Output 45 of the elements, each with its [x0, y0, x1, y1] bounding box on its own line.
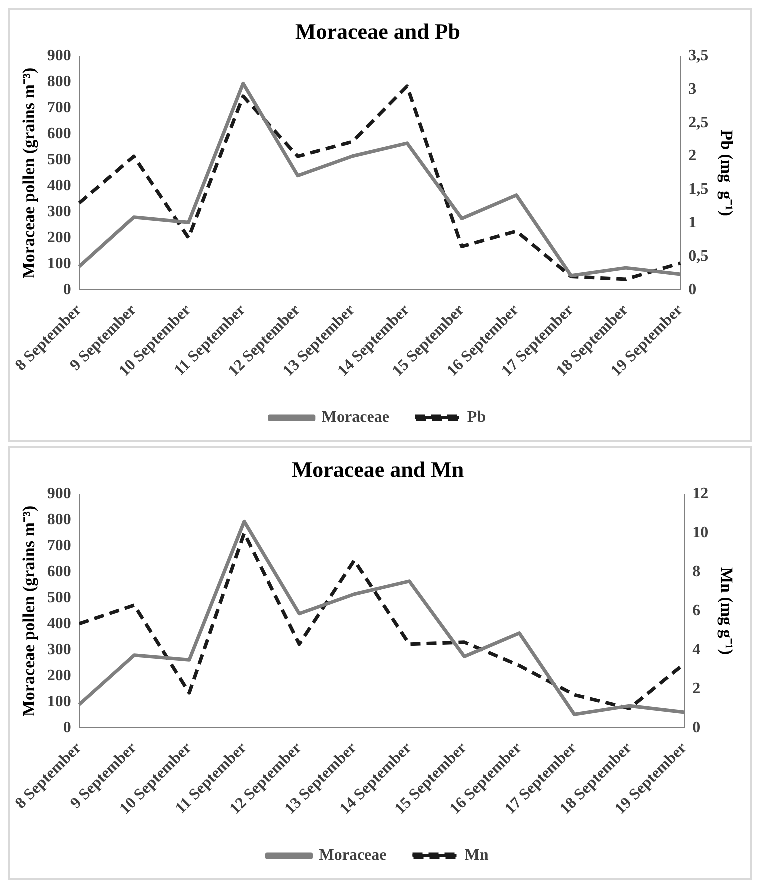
- legend-label: Pb: [467, 409, 486, 426]
- y2-tick-label: 1: [688, 214, 697, 232]
- y-tick-label: 700: [47, 537, 72, 554]
- y-tick-label: 500: [47, 589, 72, 606]
- y2-tick-label: 6: [692, 602, 701, 620]
- y2-tick-label: 3,5: [688, 48, 709, 65]
- y-tick-label: 200: [47, 229, 72, 246]
- y2-tick-label: 12: [692, 486, 709, 503]
- y2-tick-label: 0: [688, 281, 697, 298]
- y-tick-label: 800: [47, 74, 72, 91]
- y-tick-label: 700: [47, 99, 72, 116]
- y2-tick-label: 0: [692, 719, 701, 736]
- legend-label: Mn: [464, 847, 489, 864]
- y2-tick-label: 2,5: [688, 114, 709, 132]
- y2-tick-label: 8: [692, 563, 701, 580]
- y-tick-label: 300: [47, 641, 72, 658]
- y2-tick-label: 3: [688, 80, 697, 98]
- y2-tick-label: 1,5: [688, 181, 709, 198]
- y-tick-label: 0: [63, 719, 72, 736]
- legend-label: Moraceae: [322, 409, 390, 426]
- y2-axis-title: Pb (mg g⁻¹): [717, 130, 736, 216]
- y-tick-label: 400: [47, 177, 72, 194]
- y-tick-label: 900: [47, 486, 72, 503]
- y-tick-label: 400: [47, 615, 72, 632]
- y-tick-label: 100: [47, 255, 72, 272]
- y2-tick-label: 10: [692, 524, 709, 542]
- y-tick-label: 300: [47, 203, 72, 220]
- chart-title: Moraceae and Pb: [296, 18, 460, 44]
- y-tick-label: 100: [47, 693, 72, 710]
- chart-title: Moraceae and Mn: [292, 456, 464, 482]
- y2-tick-label: 4: [692, 641, 701, 658]
- y2-tick-label: 2: [688, 148, 697, 165]
- y2-axis-title: Mn (mg g⁻¹): [717, 567, 736, 656]
- y2-tick-label: 2: [692, 680, 701, 698]
- legend-label: Moraceae: [319, 847, 387, 864]
- y-axis-title: Moraceae pollen (grains m⁻³): [20, 506, 39, 717]
- y2-tick-label: 0,5: [688, 248, 709, 265]
- y-tick-label: 200: [47, 667, 72, 684]
- y-tick-label: 500: [47, 151, 72, 168]
- y-tick-label: 0: [63, 281, 72, 298]
- y-axis-title: Moraceae pollen (grains m⁻³): [20, 68, 39, 279]
- y-tick-label: 600: [47, 125, 72, 142]
- y-tick-label: 900: [47, 48, 72, 65]
- y-tick-label: 800: [47, 512, 72, 529]
- y-tick-label: 600: [47, 563, 72, 580]
